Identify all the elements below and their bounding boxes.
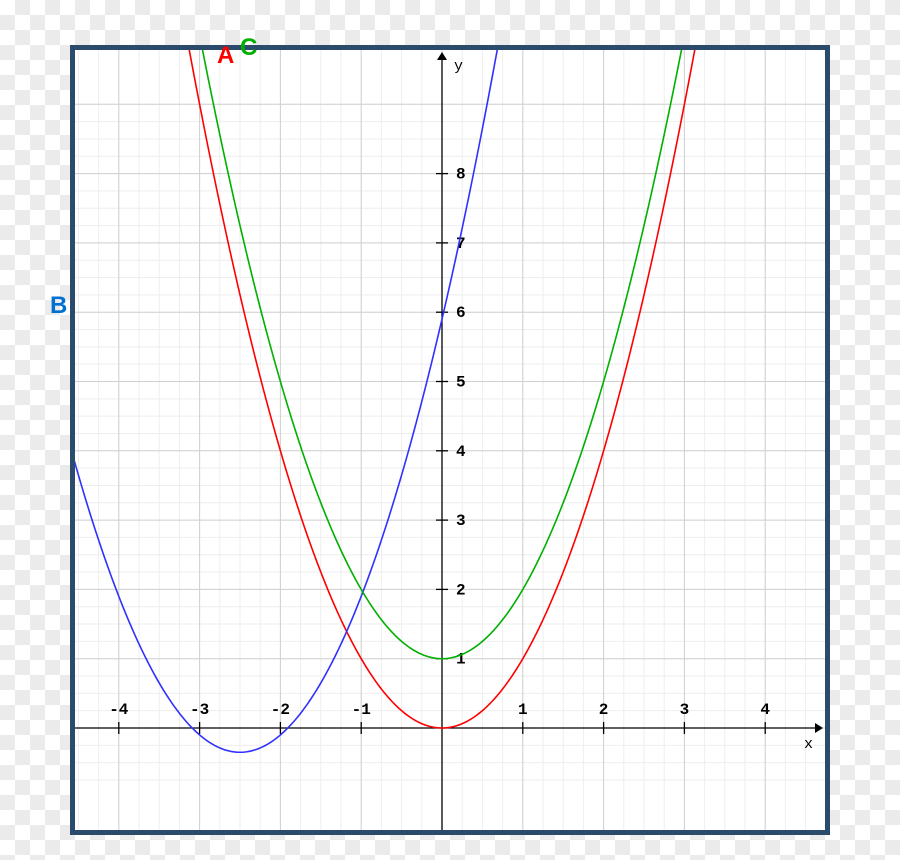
- curve-label-A: A: [217, 42, 234, 70]
- svg-text:x: x: [804, 736, 813, 753]
- svg-text:-3: -3: [190, 701, 209, 719]
- svg-text:2: 2: [456, 581, 466, 599]
- svg-text:2: 2: [599, 701, 609, 719]
- svg-text:4: 4: [760, 701, 770, 719]
- svg-text:1: 1: [518, 701, 528, 719]
- curve-label-B: B: [50, 292, 67, 320]
- svg-text:-4: -4: [109, 701, 129, 719]
- svg-text:8: 8: [456, 166, 466, 184]
- svg-text:6: 6: [456, 304, 466, 322]
- svg-text:3: 3: [680, 701, 690, 719]
- svg-text:4: 4: [456, 443, 466, 461]
- svg-text:-1: -1: [352, 701, 371, 719]
- curve-label-C: C: [240, 34, 257, 62]
- plot-svg: -4-3-2-1123412345678xy: [0, 0, 900, 860]
- svg-text:3: 3: [456, 512, 466, 530]
- svg-text:5: 5: [456, 374, 466, 392]
- svg-text:y: y: [454, 58, 463, 75]
- curve-B: [70, 0, 830, 752]
- svg-text:-2: -2: [271, 701, 290, 719]
- canvas-root: -4-3-2-1123412345678xy A C B: [0, 0, 900, 860]
